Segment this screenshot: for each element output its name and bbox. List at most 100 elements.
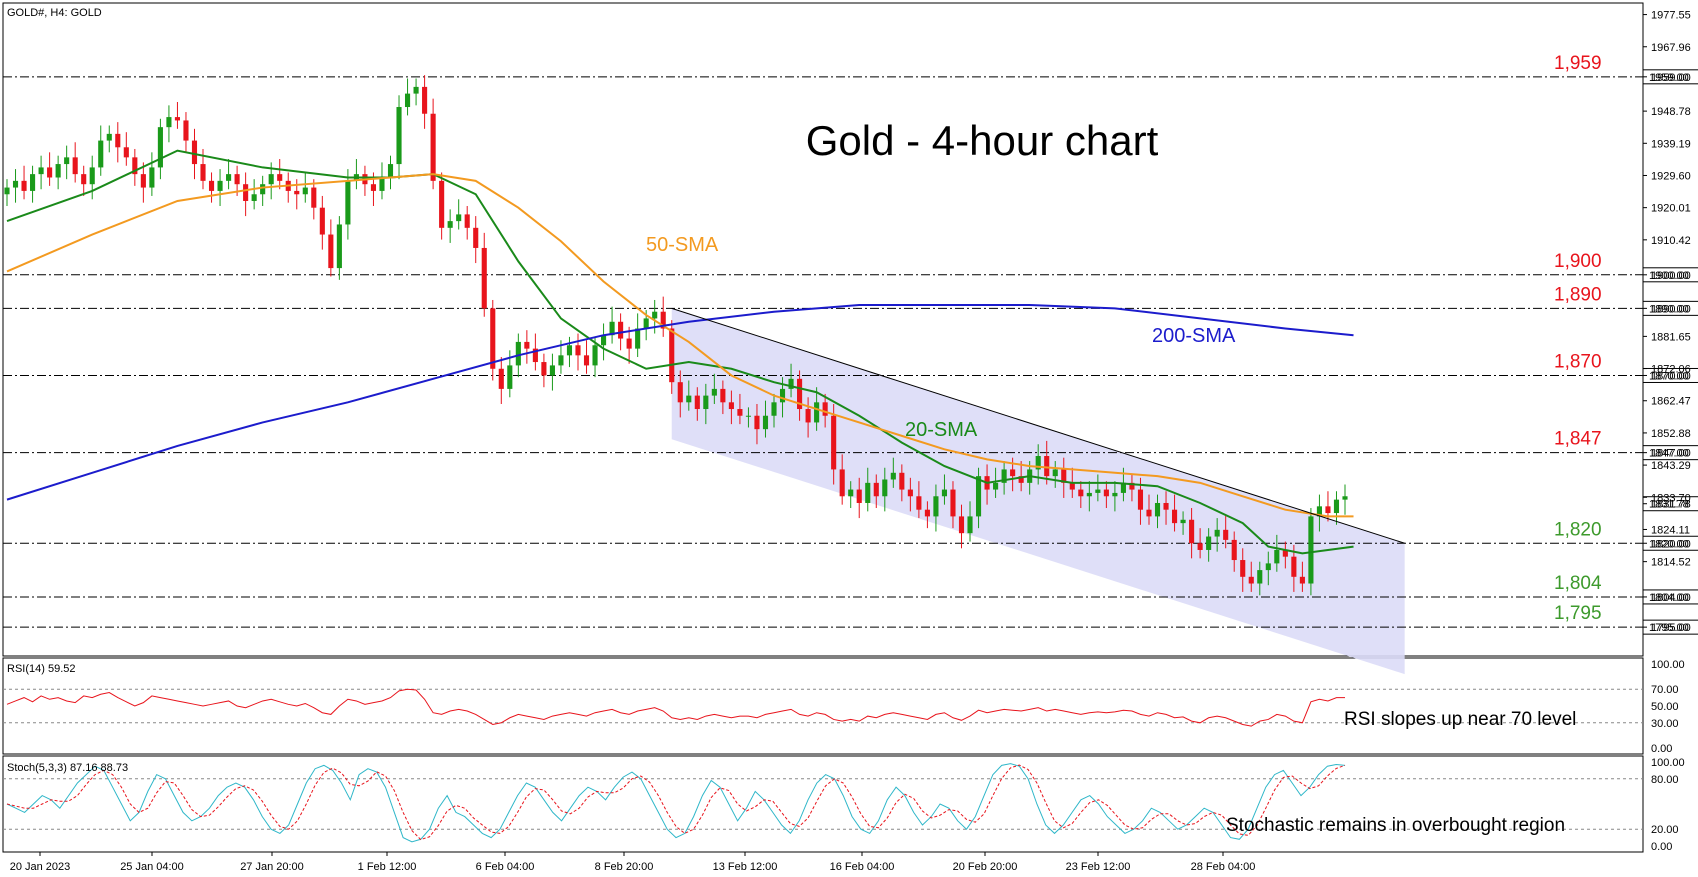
price-tick-label: 1939.19 bbox=[1651, 138, 1691, 150]
candle-body bbox=[1189, 519, 1195, 544]
candle-body bbox=[1035, 456, 1041, 470]
price-tick-label: 1920.01 bbox=[1651, 203, 1691, 215]
candle-body bbox=[456, 214, 462, 222]
level-label: 1,847 bbox=[1554, 429, 1602, 450]
level-price-box-label: 1804.00 bbox=[1649, 592, 1689, 604]
candle-body bbox=[652, 311, 658, 319]
candle-body bbox=[404, 93, 411, 108]
candle-body bbox=[149, 167, 155, 188]
candle-body bbox=[106, 133, 112, 141]
candle-body bbox=[788, 378, 794, 389]
candle-body bbox=[422, 86, 428, 114]
candle-body bbox=[123, 147, 129, 158]
candle-body bbox=[1154, 502, 1161, 517]
candle-body bbox=[1257, 570, 1263, 584]
price-tick-label: 1929.60 bbox=[1651, 170, 1691, 182]
descending-channel bbox=[671, 308, 1405, 675]
candle-body bbox=[294, 190, 300, 195]
candle-body bbox=[566, 345, 573, 356]
time-tick-label: 6 Feb 04:00 bbox=[476, 861, 535, 873]
candle-body bbox=[1120, 482, 1126, 493]
price-tick-label: 1881.65 bbox=[1651, 331, 1691, 343]
price-tick-label: 1820.00 bbox=[1651, 538, 1691, 550]
candle-body bbox=[873, 482, 879, 497]
price-tick-label: 1872.06 bbox=[1651, 364, 1691, 376]
candle-body bbox=[1137, 489, 1144, 510]
last-price-label: 1831.78 bbox=[1649, 499, 1689, 511]
price-tick-label: 1814.52 bbox=[1651, 557, 1691, 569]
level-label: 1,900 bbox=[1554, 251, 1602, 272]
candle-body bbox=[967, 516, 973, 534]
candle-body bbox=[140, 174, 146, 188]
time-tick-label: 1 Feb 12:00 bbox=[358, 861, 417, 873]
candle-body bbox=[1308, 516, 1314, 584]
candle-body bbox=[1001, 469, 1007, 483]
candle-body bbox=[200, 164, 206, 181]
candle-body bbox=[1299, 576, 1305, 584]
candle-body bbox=[208, 180, 215, 191]
candle-body bbox=[1325, 506, 1331, 514]
candle-body bbox=[1044, 456, 1050, 477]
price-axis: 1977.55 1967.96 1959.00 1948.78 1939.19 1929.… bbox=[1643, 10, 1691, 634]
candle-body bbox=[941, 489, 948, 497]
candle-body bbox=[975, 476, 982, 517]
candle-body bbox=[345, 180, 351, 225]
candle-body bbox=[260, 184, 266, 195]
price-tick-label: 1870.00 bbox=[1651, 370, 1691, 382]
stoch-label: Stoch(5,3,3) 87.16 88.73 bbox=[7, 762, 128, 774]
price-tick-label: 1852.88 bbox=[1651, 428, 1691, 440]
candle-body bbox=[890, 472, 896, 480]
time-tick-label: 28 Feb 04:00 bbox=[1191, 861, 1256, 873]
candle-body bbox=[481, 247, 487, 309]
candle-body bbox=[1129, 482, 1135, 490]
sma50-label: 50-SMA bbox=[646, 234, 719, 256]
candle-body bbox=[643, 318, 649, 329]
candle-body bbox=[1197, 543, 1203, 550]
candle-body bbox=[1180, 519, 1186, 524]
candle-body bbox=[1163, 502, 1169, 510]
candle-body bbox=[856, 489, 862, 503]
candle-body bbox=[21, 180, 27, 191]
candle-body bbox=[1061, 469, 1067, 483]
candle-body bbox=[762, 415, 769, 430]
candle-body bbox=[1240, 560, 1246, 577]
price-tick-label: 1910.42 bbox=[1651, 235, 1691, 247]
symbol-label: GOLD#, H4: GOLD bbox=[7, 7, 102, 19]
50-sma-line bbox=[6, 173, 1354, 518]
level-price-box-label: 1959.00 bbox=[1649, 72, 1689, 84]
candle-body bbox=[319, 207, 325, 235]
rsi-line bbox=[6, 688, 1345, 727]
candle-body bbox=[439, 180, 445, 228]
candle-body bbox=[754, 415, 760, 430]
candle-body bbox=[217, 180, 223, 191]
candle-body bbox=[1069, 482, 1075, 490]
candle-body bbox=[626, 338, 632, 349]
candle-body bbox=[1146, 509, 1152, 517]
candle-body bbox=[251, 194, 257, 201]
candle-body bbox=[1171, 509, 1178, 524]
candle-body bbox=[720, 388, 726, 403]
time-tick-label: 20 Jan 2023 bbox=[10, 861, 71, 873]
price-tick-label: 1967.96 bbox=[1651, 42, 1691, 54]
time-tick-label: 13 Feb 12:00 bbox=[713, 861, 778, 873]
candle-body bbox=[1282, 549, 1288, 557]
rsi-tick-label: 70.00 bbox=[1651, 684, 1679, 696]
candle-body bbox=[882, 479, 888, 497]
candle-body bbox=[507, 365, 513, 389]
candle-body bbox=[38, 167, 44, 175]
stoch-d-line bbox=[6, 764, 1346, 841]
stoch-tick-label: 100.00 bbox=[1651, 757, 1685, 769]
price-tick-label: 1795.00 bbox=[1651, 622, 1691, 634]
candle-body bbox=[515, 341, 521, 366]
candle-body bbox=[379, 177, 385, 191]
candle-body bbox=[831, 415, 837, 470]
candle-body bbox=[1086, 492, 1092, 497]
candle-body bbox=[907, 489, 913, 497]
candle-body bbox=[277, 174, 283, 181]
candle-body bbox=[234, 174, 240, 185]
price-tick-label: 1847.00 bbox=[1651, 448, 1691, 460]
candle-body bbox=[243, 184, 249, 201]
candle-body bbox=[1265, 563, 1271, 571]
candle-body bbox=[1316, 506, 1322, 517]
price-tick-label: 1862.47 bbox=[1651, 396, 1691, 408]
